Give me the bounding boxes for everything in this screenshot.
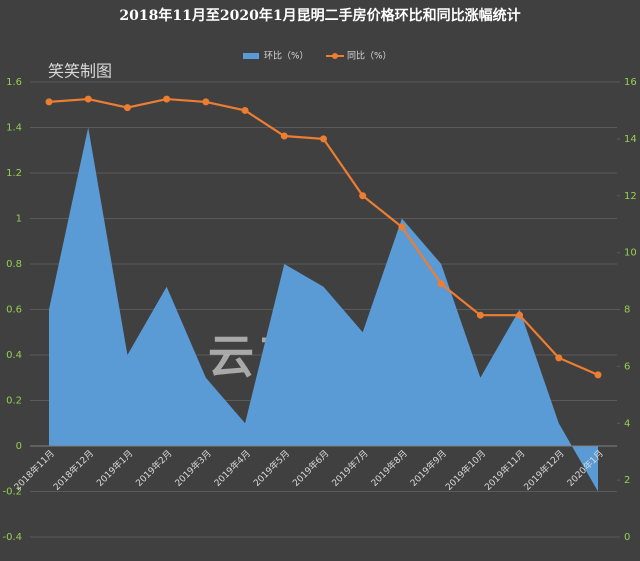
legend-swatch	[332, 53, 338, 59]
point	[594, 371, 602, 379]
y-tick-label: 1.2	[6, 168, 22, 179]
y-tick-label: 0	[16, 441, 22, 452]
point	[555, 354, 563, 362]
point	[84, 95, 92, 103]
point	[398, 223, 406, 231]
point	[359, 192, 367, 200]
y-tick-label: 0.8	[6, 259, 22, 270]
y-tick-label: 0.6	[6, 305, 22, 316]
chart-title: 2018年11月至2020年1月昆明二手房价格环比和同比涨幅统计	[119, 7, 520, 24]
area	[49, 127, 598, 492]
y-tick-label: 0.4	[6, 350, 22, 361]
watermark: 笑笑制图	[48, 62, 112, 81]
y2-tick-label: 14	[624, 134, 637, 145]
point	[476, 311, 484, 319]
y-tick-label: 1	[16, 214, 22, 225]
legend-label: 环比（%）	[264, 50, 309, 62]
point	[202, 98, 210, 106]
y2-tick-label: 6	[624, 361, 630, 372]
point	[241, 106, 249, 114]
y-tick-label: 0.2	[6, 396, 22, 407]
point	[163, 95, 171, 103]
y2-tick-label: 8	[624, 305, 630, 316]
y-tick-label: 1.4	[6, 123, 22, 134]
point	[320, 135, 327, 143]
y-tick-label: -0.2	[2, 487, 22, 498]
y2-tick-label: 10	[624, 248, 637, 259]
y2-tick-label: 16	[624, 77, 637, 88]
y-tick-label: 1.6	[6, 77, 22, 88]
point	[516, 311, 524, 319]
point	[45, 98, 53, 106]
point	[437, 280, 445, 288]
point	[123, 104, 131, 112]
y2-tick-label: 4	[624, 418, 630, 429]
y2-tick-label: 2	[624, 475, 630, 486]
y2-tick-label: 12	[624, 191, 637, 202]
y2-tick-label: 0	[624, 532, 630, 543]
point	[280, 132, 288, 140]
y-tick-label: -0.4	[2, 532, 22, 543]
legend-swatch	[243, 53, 259, 59]
legend-label: 同比（%）	[347, 50, 392, 62]
